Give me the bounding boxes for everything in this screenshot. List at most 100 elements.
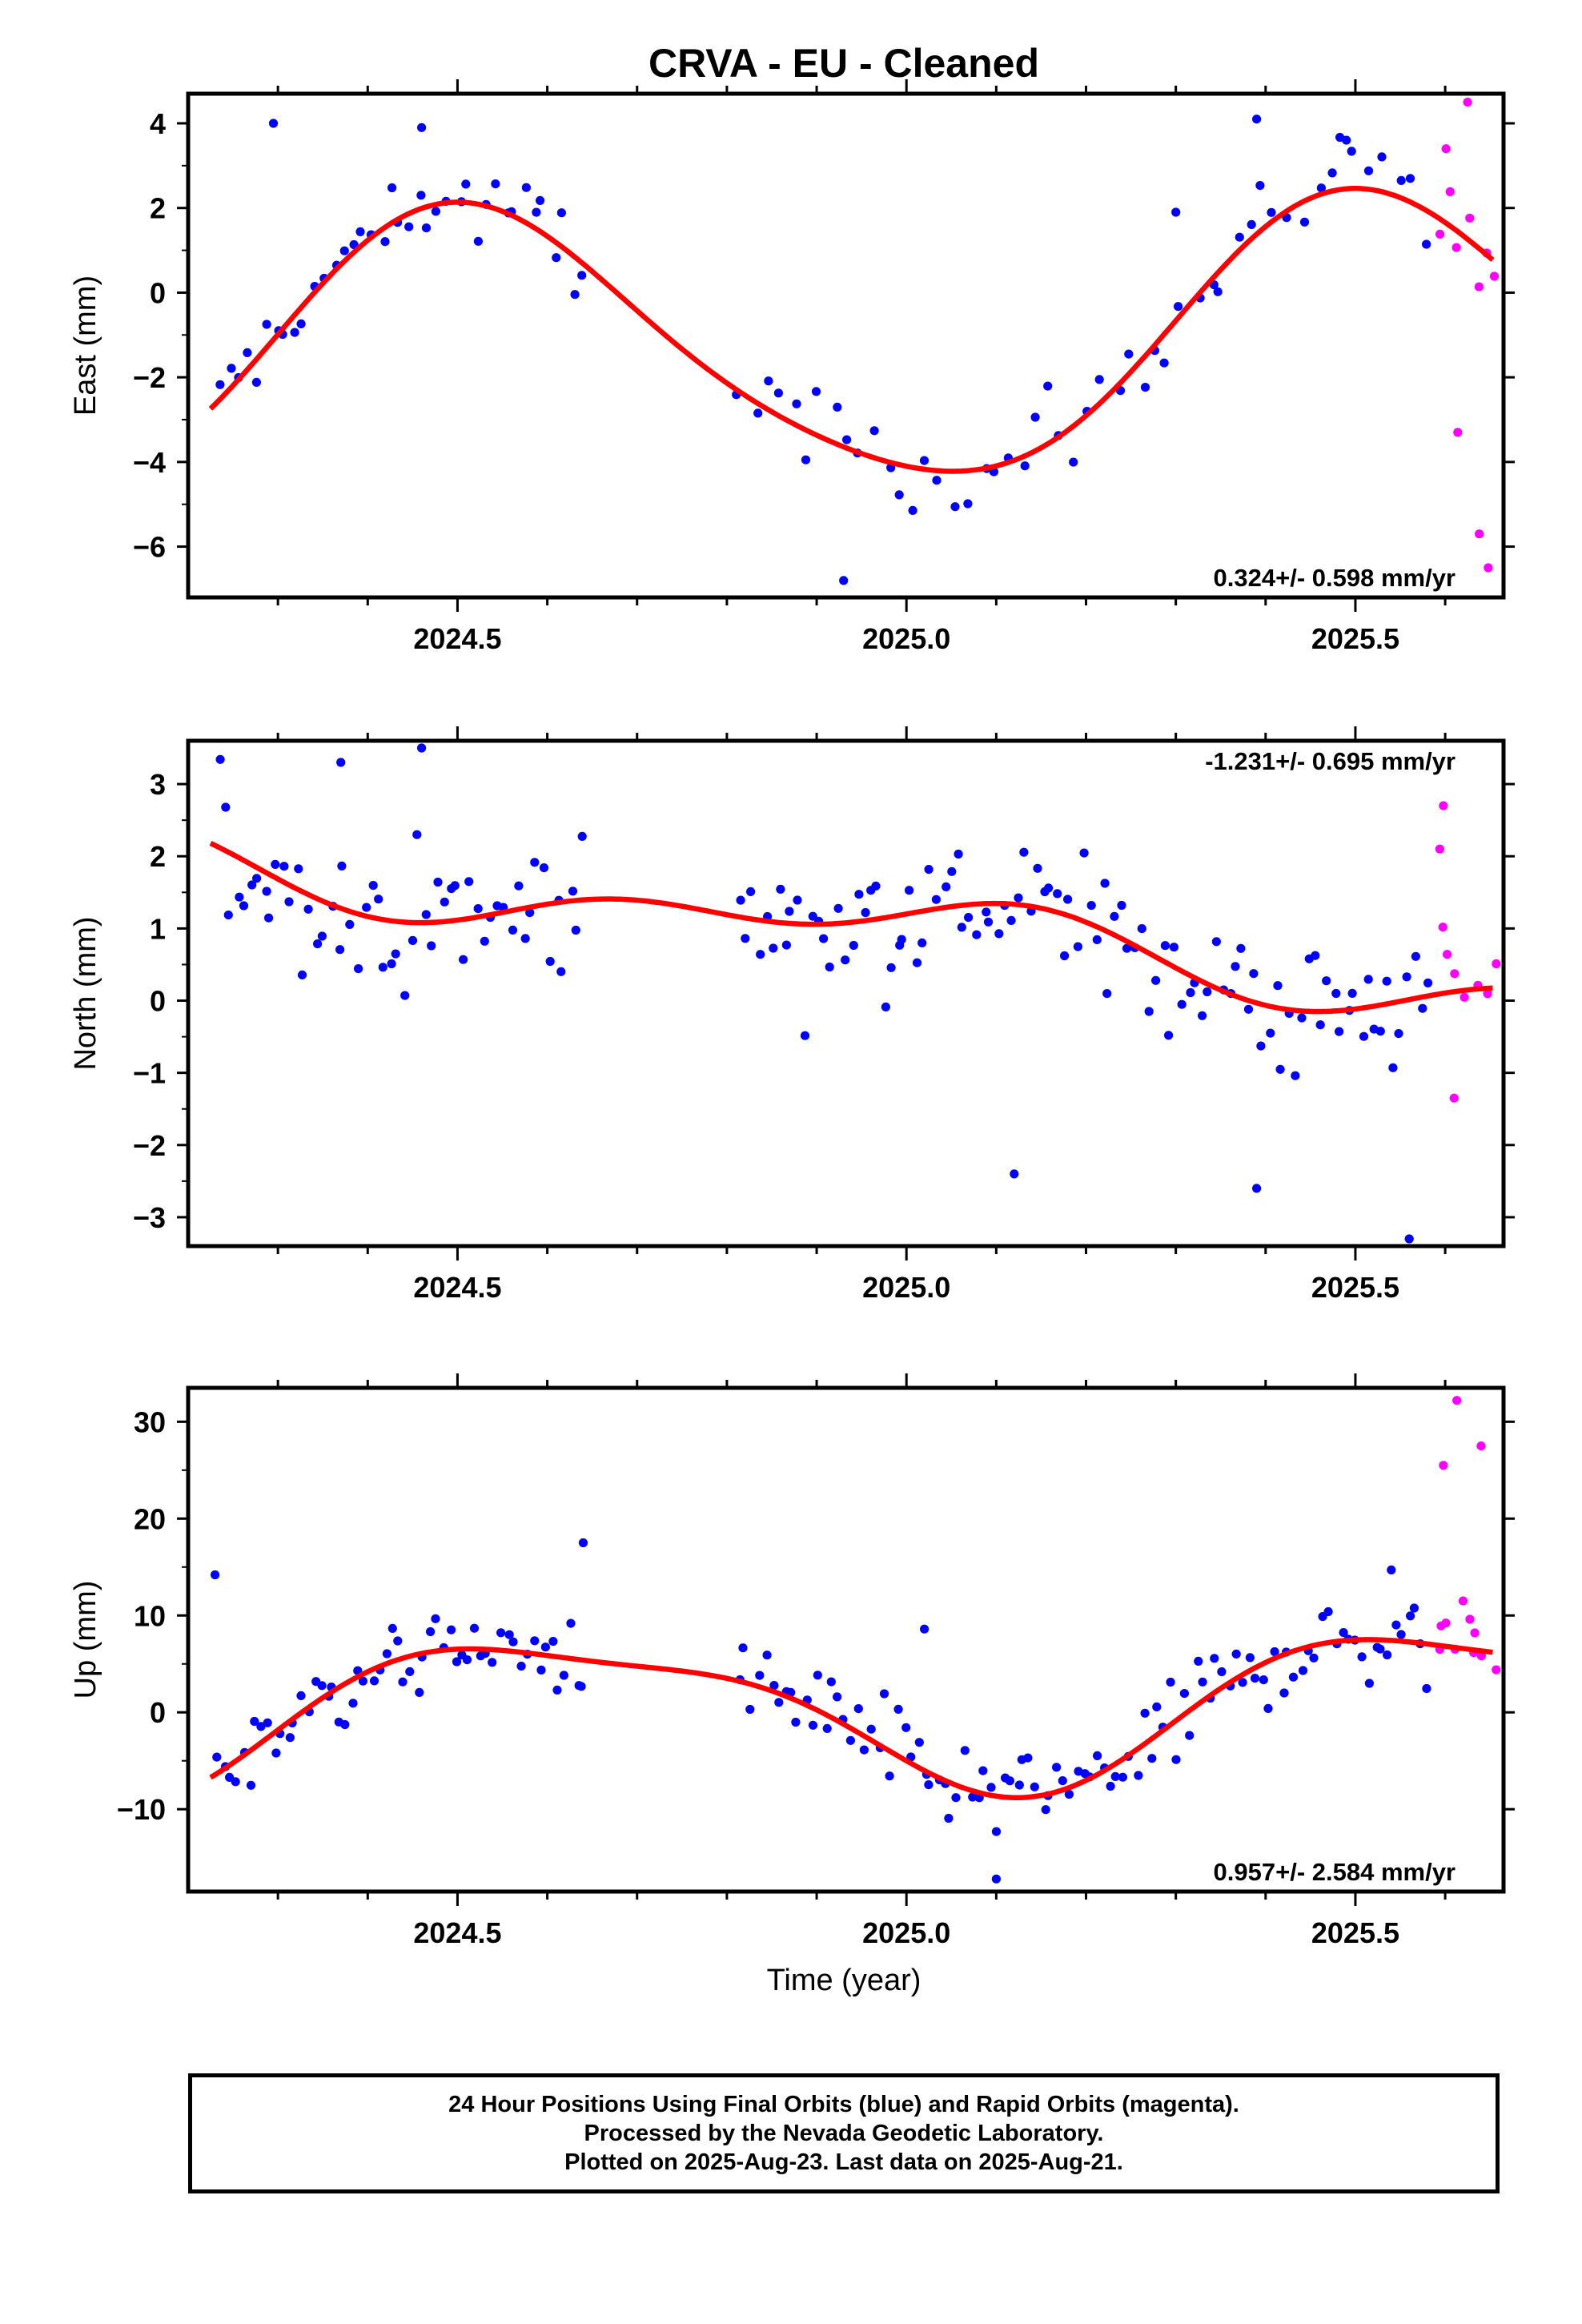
final-orbit-point: [842, 435, 852, 444]
rapid-orbit-point: [1435, 844, 1444, 854]
panel-1: 2024.5 2025.0 2025.5 −3 −2 −1 0 1 2 3 North (mm) -1…: [69, 726, 1515, 1304]
final-orbit-point: [1255, 181, 1265, 191]
final-orbit-point: [1316, 183, 1326, 193]
final-orbit-point: [548, 1637, 558, 1647]
final-orbit-point: [791, 1717, 801, 1727]
rapid-orbit-point: [1465, 213, 1475, 223]
final-orbit-point: [1423, 978, 1433, 987]
final-orbit-point: [1331, 988, 1341, 999]
final-orbit-point: [1322, 976, 1331, 986]
final-orbit-point: [362, 903, 371, 912]
final-orbit-point: [1106, 1781, 1115, 1791]
final-orbit-point: [1405, 174, 1415, 183]
final-orbit-point: [1359, 1031, 1369, 1041]
final-orbit-point: [1273, 981, 1283, 991]
final-orbit-point: [762, 1651, 772, 1660]
final-orbit-point: [1053, 889, 1062, 899]
final-orbit-point: [1388, 1063, 1398, 1072]
final-orbit-point: [514, 881, 524, 891]
final-orbit-point: [247, 880, 257, 890]
final-orbit-point: [781, 940, 792, 950]
final-orbit-point: [774, 1698, 784, 1707]
final-orbit-point: [387, 959, 396, 969]
final-orbit-point: [530, 858, 540, 867]
rapid-orbit-point: [1438, 923, 1447, 932]
final-orbit-point: [950, 502, 960, 512]
final-orbit-point: [1147, 1754, 1157, 1763]
final-orbit-point: [866, 1724, 876, 1734]
final-orbit-point: [1023, 1753, 1033, 1763]
final-orbit-point: [491, 179, 500, 189]
final-orbit-point: [400, 991, 410, 1000]
final-orbit-point: [415, 1687, 424, 1697]
y-tick-label: −2: [133, 361, 166, 394]
final-orbit-point: [1110, 1771, 1120, 1781]
rapid-orbit-point: [1452, 1396, 1462, 1405]
rapid-orbit-point: [1452, 243, 1461, 252]
final-orbit-point: [826, 1677, 836, 1687]
final-orbit-point: [931, 895, 941, 904]
final-orbit-point: [559, 1671, 569, 1680]
final-orbit-point: [1411, 951, 1420, 961]
final-orbit-point: [336, 758, 346, 767]
final-orbit-point: [764, 376, 773, 386]
final-orbit-point: [1044, 883, 1054, 893]
final-orbit-point: [1263, 1703, 1273, 1713]
plot-area: [209, 743, 1501, 1244]
final-orbit-point: [1347, 988, 1357, 998]
final-orbit-point: [745, 1704, 755, 1715]
final-orbit-point: [746, 887, 756, 896]
final-orbit-point: [223, 911, 233, 920]
y-tick-label: 0: [150, 276, 166, 309]
final-orbit-point: [1363, 975, 1373, 984]
final-orbit-point: [378, 963, 387, 972]
final-orbit-point: [1252, 1184, 1262, 1193]
final-orbit-point: [845, 1735, 855, 1745]
final-orbit-point: [1171, 1755, 1181, 1764]
final-orbit-point: [861, 907, 870, 918]
final-orbit-point: [819, 934, 829, 943]
final-orbit-point: [1166, 1677, 1175, 1687]
final-orbit-point: [1140, 1708, 1150, 1718]
final-orbit-point: [942, 882, 951, 891]
final-orbit-point: [1117, 900, 1126, 911]
final-orbit-point: [957, 923, 966, 932]
y-tick-label: 20: [134, 1502, 166, 1535]
panel-2: 2024.5 2025.0 2025.5 −10 0 10 20 30 Up (mm) 0.957…: [69, 1373, 1515, 1949]
final-orbit-point: [355, 227, 365, 236]
final-orbit-point: [421, 910, 431, 919]
final-orbit-point: [811, 387, 821, 396]
x-tick-label: 2025.5: [1311, 1916, 1399, 1949]
final-orbit-point: [991, 1827, 1002, 1836]
plot-area: [209, 1396, 1501, 1884]
final-orbit-point: [1231, 962, 1240, 971]
final-orbit-point: [978, 1766, 988, 1775]
final-orbit-point: [433, 877, 443, 887]
x-tick-label: 2025.5: [1311, 1271, 1399, 1304]
rapid-orbit-point: [1492, 959, 1501, 969]
final-orbit-point: [1171, 207, 1181, 217]
final-orbit-point: [235, 892, 244, 902]
final-orbit-point: [1014, 1780, 1024, 1790]
final-orbit-point: [488, 1658, 497, 1667]
final-orbit-point: [404, 222, 414, 231]
final-orbit-point: [919, 456, 930, 465]
final-orbit-point: [348, 1699, 358, 1708]
final-orbit-point: [801, 455, 811, 464]
final-orbit-point: [227, 364, 236, 373]
x-tick-label: 2024.5: [413, 622, 501, 655]
final-orbit-point: [380, 237, 390, 247]
final-orbit-point: [755, 1671, 765, 1680]
model-fit-line: [209, 1637, 1493, 1800]
model-fit-line: [208, 186, 1495, 474]
final-orbit-point: [1185, 1731, 1195, 1740]
final-orbit-point: [932, 476, 942, 485]
final-orbit-point: [736, 895, 745, 905]
final-orbit-point: [268, 119, 279, 128]
final-orbit-point: [908, 505, 917, 516]
final-orbit-point: [417, 743, 427, 753]
final-orbit-point: [426, 1626, 436, 1637]
final-orbit-point: [1186, 987, 1195, 998]
final-orbit-point: [1118, 1772, 1127, 1782]
final-orbit-point: [525, 908, 535, 918]
